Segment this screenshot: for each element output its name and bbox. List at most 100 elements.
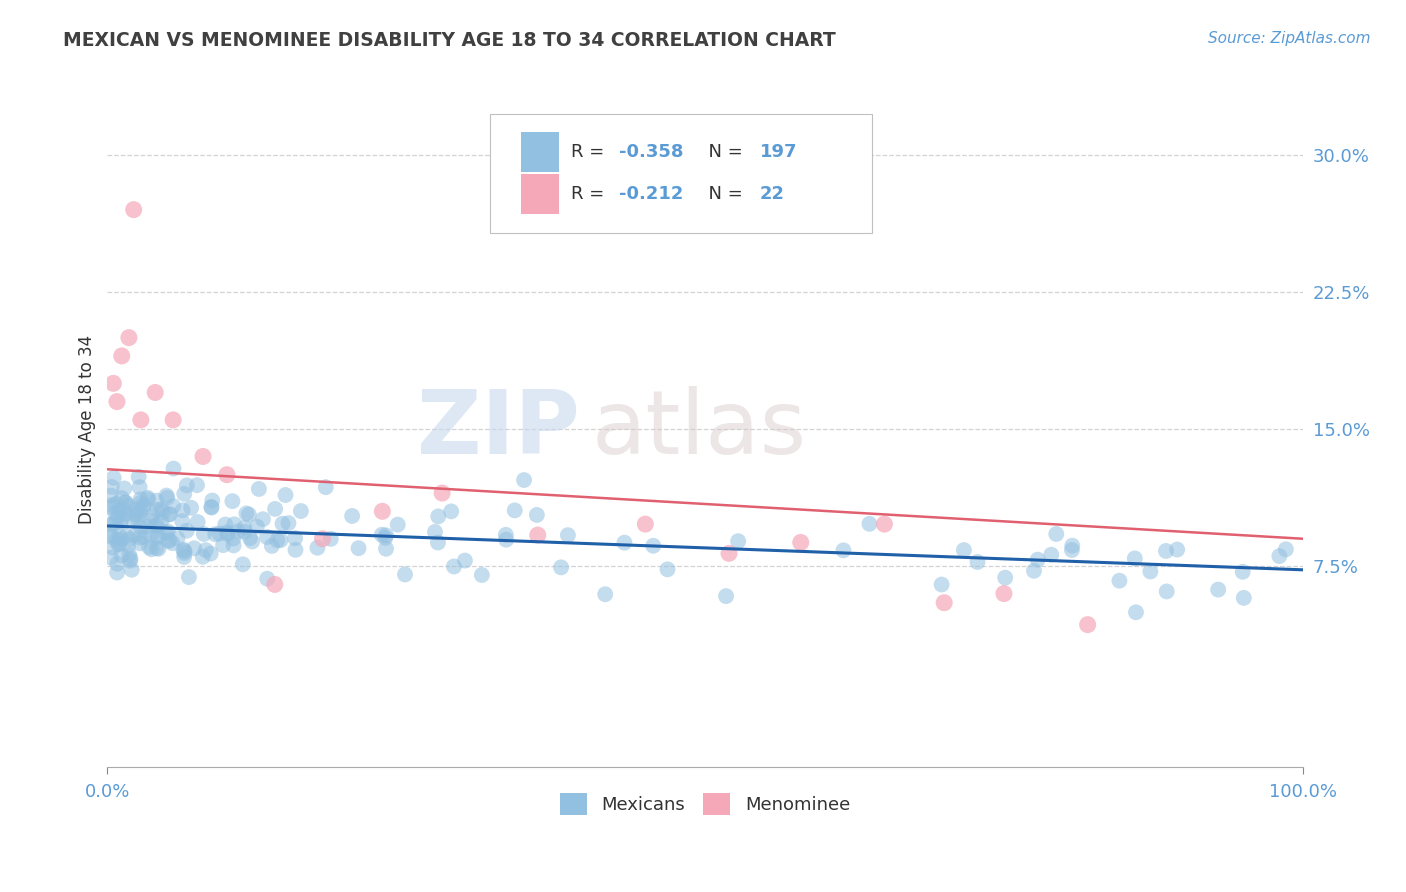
Point (934, 596, 956, 610)
Point (132, 530, 155, 544)
Text: Source: ZipAtlas.com: Source: ZipAtlas.com (1208, 31, 1371, 46)
Point (159, 507, 181, 521)
Point (240, 534, 263, 549)
Point (101, 541, 124, 555)
Point (311, 532, 333, 546)
Point (340, 508, 363, 523)
Point (139, 514, 162, 528)
Point (256, 572, 278, 586)
Text: atlas: atlas (592, 385, 807, 473)
Point (200, 500, 222, 514)
Point (235, 507, 257, 521)
Point (284, 542, 307, 557)
Point (224, 517, 246, 532)
Point (145, 519, 167, 533)
Point (966, 555, 988, 569)
Point (873, 517, 896, 532)
Point (156, 524, 179, 539)
Text: N =: N = (697, 185, 748, 202)
Point (953, 543, 976, 558)
Point (121, 563, 143, 577)
Point (263, 577, 285, 591)
Point (215, 467, 238, 482)
FancyBboxPatch shape (522, 132, 560, 172)
Point (183, 541, 205, 556)
Point (233, 521, 256, 535)
Point (1233, 591, 1256, 605)
Point (256, 530, 278, 544)
Point (100, 517, 122, 532)
Point (274, 488, 297, 502)
Legend: Mexicans, Menominee: Mexicans, Menominee (553, 786, 858, 822)
Point (790, 535, 813, 549)
Point (193, 527, 215, 541)
Point (200, 500, 222, 515)
Text: R =: R = (571, 143, 610, 161)
Point (117, 539, 139, 553)
Y-axis label: Disability Age 18 to 34: Disability Age 18 to 34 (79, 334, 96, 524)
Point (993, 586, 1015, 600)
Point (150, 514, 173, 528)
Text: N =: N = (697, 143, 748, 161)
Point (277, 516, 299, 530)
Point (108, 504, 131, 518)
Point (1166, 542, 1188, 557)
Point (252, 512, 274, 526)
Point (217, 527, 239, 541)
Point (105, 566, 128, 580)
Point (593, 587, 616, 601)
Point (152, 505, 174, 519)
Point (100, 500, 122, 514)
Point (129, 520, 152, 534)
Point (105, 557, 128, 571)
Point (176, 524, 198, 538)
Point (105, 512, 128, 526)
FancyBboxPatch shape (522, 174, 560, 214)
Point (1268, 549, 1291, 563)
Point (186, 478, 208, 492)
Point (204, 527, 226, 541)
Point (247, 482, 270, 496)
Point (105, 497, 128, 511)
Point (613, 535, 636, 549)
Point (471, 568, 494, 582)
Point (187, 515, 209, 529)
Point (141, 542, 163, 557)
Point (717, 546, 740, 560)
Point (307, 541, 329, 555)
Point (107, 537, 129, 551)
Point (832, 543, 855, 558)
Point (1040, 548, 1063, 562)
Point (423, 524, 446, 539)
Point (139, 528, 162, 542)
Point (129, 496, 152, 510)
Point (146, 530, 169, 544)
Point (136, 492, 159, 507)
Point (104, 507, 127, 521)
Point (215, 525, 238, 540)
Point (115, 529, 138, 543)
Point (146, 518, 169, 533)
Point (427, 509, 450, 524)
Point (100, 550, 122, 565)
Point (1275, 542, 1298, 557)
Point (120, 551, 142, 566)
Point (1123, 551, 1146, 566)
Point (146, 529, 169, 543)
Point (347, 541, 370, 556)
Point (172, 503, 194, 517)
Point (177, 570, 200, 584)
Point (290, 504, 312, 518)
Text: -0.358: -0.358 (619, 143, 683, 161)
Point (128, 480, 150, 494)
Point (114, 495, 136, 509)
Point (111, 512, 134, 526)
Point (162, 461, 184, 475)
Point (191, 549, 214, 564)
Point (100, 480, 122, 494)
Text: MEXICAN VS MENOMINEE DISABILITY AGE 18 TO 34 CORRELATION CHART: MEXICAN VS MENOMINEE DISABILITY AGE 18 T… (63, 31, 837, 50)
Point (112, 503, 135, 517)
Point (155, 525, 177, 540)
Point (114, 507, 136, 521)
Point (284, 531, 307, 545)
